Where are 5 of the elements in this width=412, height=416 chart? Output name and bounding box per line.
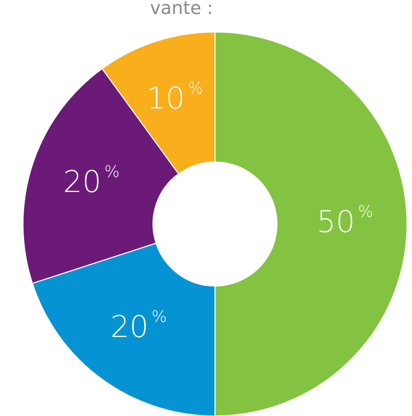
data-label: 20$^{%}$ (110, 307, 167, 346)
data-label: 20$^{%}$ (63, 162, 120, 200)
data-label: 50$^{%}$ (316, 202, 374, 240)
data-label: 10$^{%}$ (146, 78, 204, 117)
chart-title: vante : (150, 0, 214, 19)
